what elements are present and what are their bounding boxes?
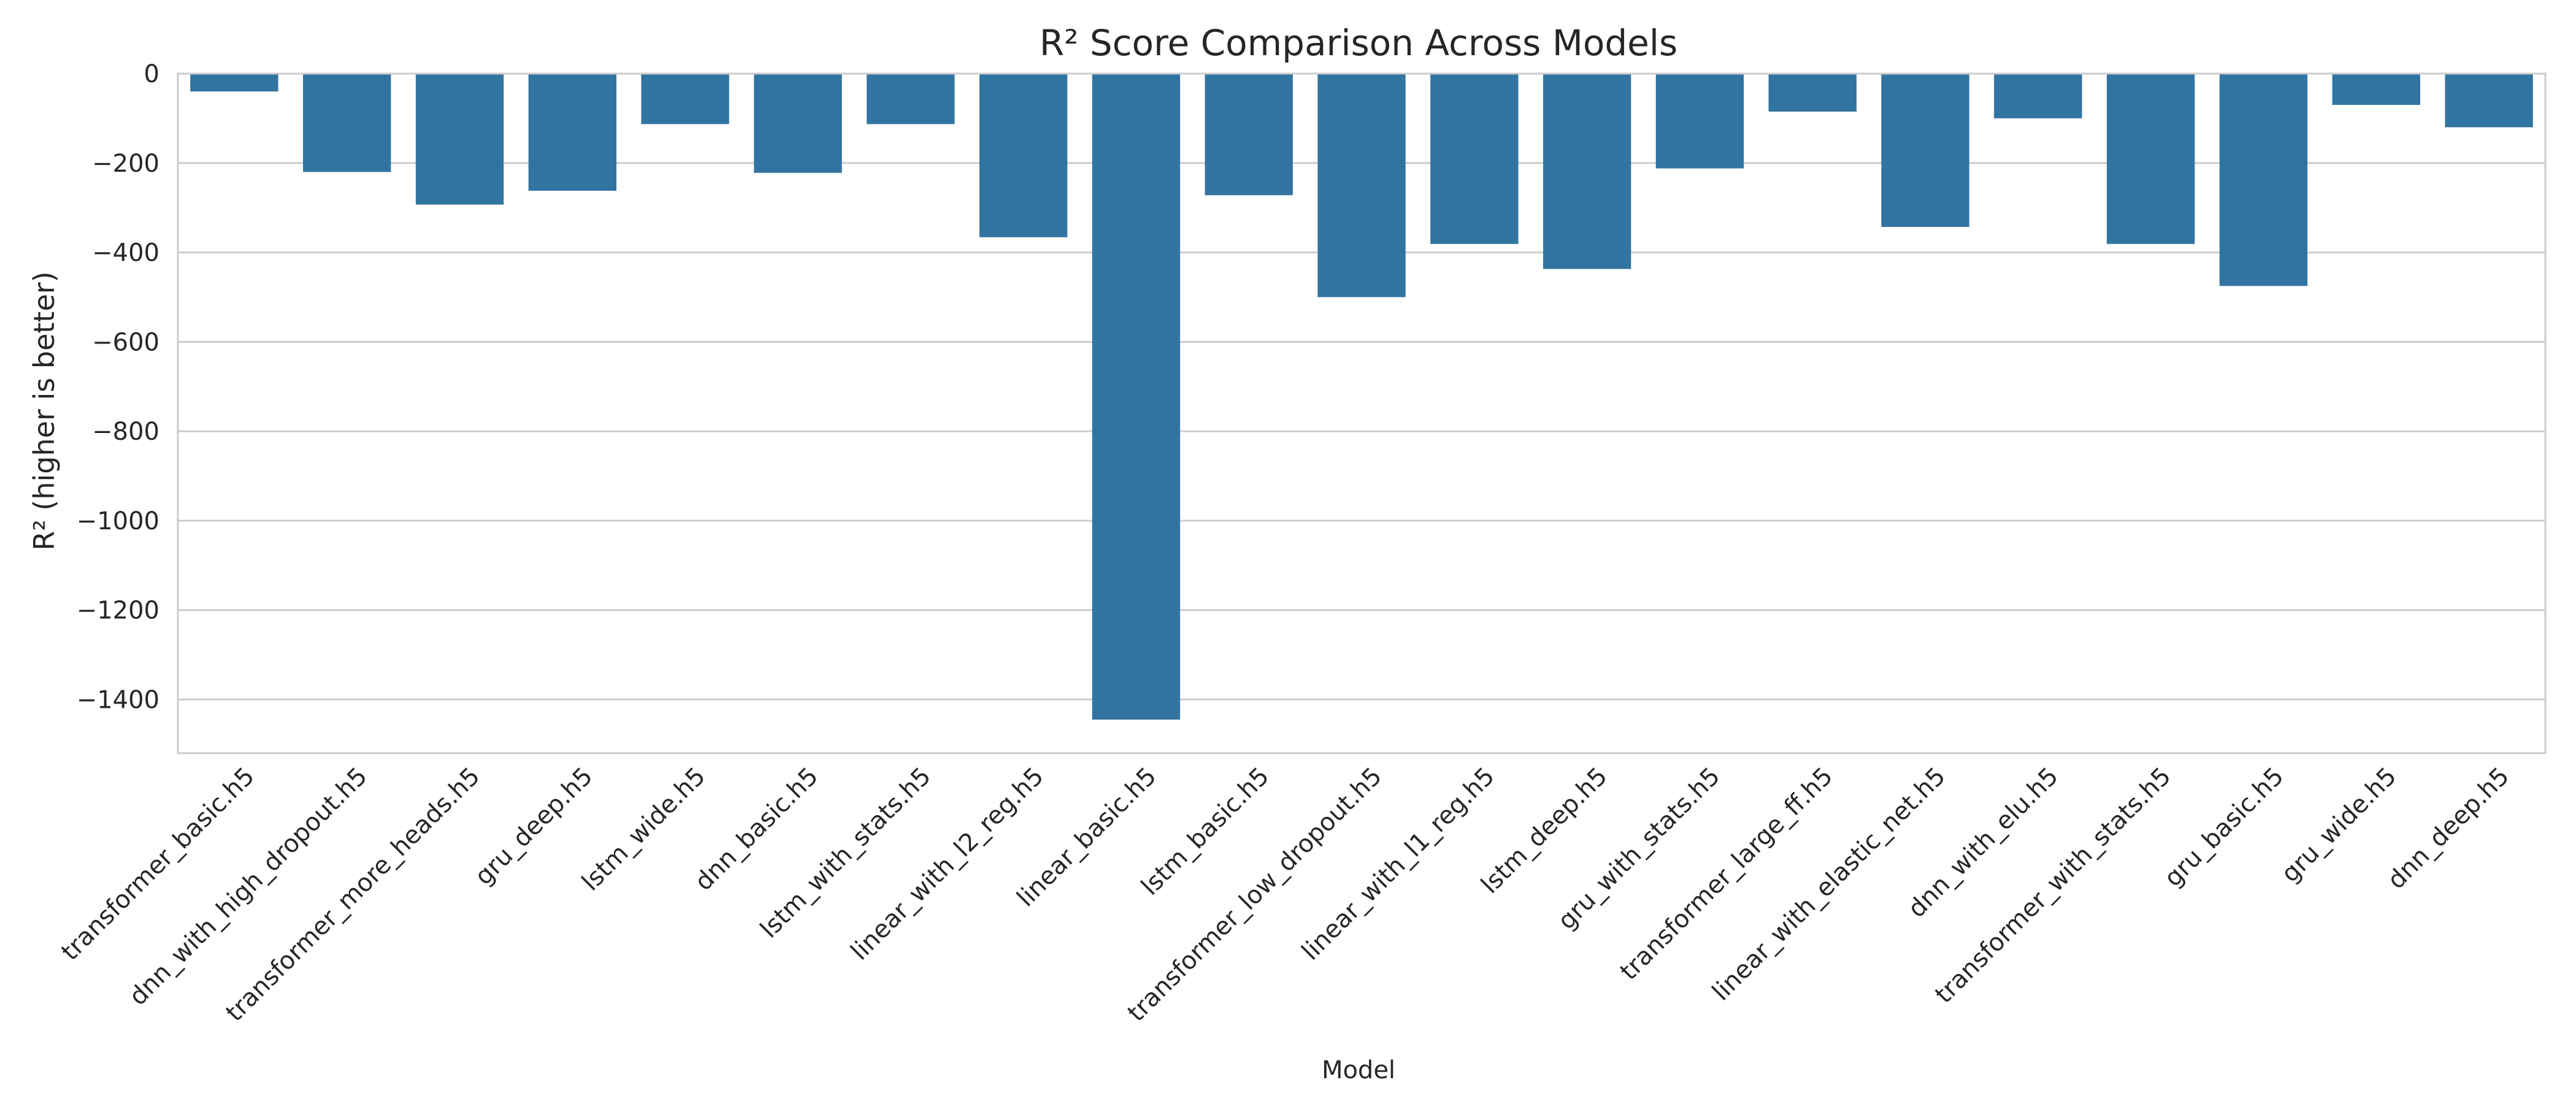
- bar-transformer-more-heads: [415, 74, 504, 205]
- bar-dnn-deep: [2445, 74, 2533, 128]
- bar-dnn-with-elu: [1994, 74, 2082, 118]
- bar-lstm-deep: [1543, 74, 1631, 269]
- y-tick-label: −1400: [77, 686, 159, 715]
- chart-title: R² Score Comparison Across Models: [1040, 22, 1677, 64]
- y-tick-label: −400: [92, 239, 159, 267]
- bar-linear-with-l2-reg: [979, 74, 1068, 237]
- bar-linear-basic: [1092, 74, 1181, 720]
- bars: [190, 74, 2533, 720]
- bar-linear-with-l1-reg: [1430, 74, 1519, 244]
- bar-gru-deep: [528, 74, 617, 191]
- bar-lstm-basic: [1205, 74, 1293, 196]
- y-axis-label: R² (higher is better): [28, 271, 61, 550]
- x-axis-label: Model: [1322, 1056, 1395, 1084]
- y-tick-label: −600: [92, 328, 159, 356]
- y-tick-label: 0: [144, 60, 159, 88]
- bar-lstm-with-stats: [867, 74, 955, 125]
- bar-transformer-with-stats: [2106, 74, 2195, 244]
- bar-lstm-wide: [641, 74, 729, 125]
- y-tick-label: −200: [92, 150, 159, 178]
- y-tick-label: −1200: [77, 597, 159, 625]
- bar-transformer-low-dropout: [1317, 74, 1406, 297]
- bar-linear-with-elastic-net: [1881, 74, 1969, 228]
- y-tick-labels: 0 −200 −400 −600 −800 −1000 −1200 −1400: [77, 60, 159, 715]
- bar-dnn-with-high-dropout: [303, 74, 391, 172]
- y-tick-label: −800: [92, 418, 159, 446]
- y-tick-label: −1000: [77, 507, 159, 535]
- bar-dnn-basic: [754, 74, 842, 173]
- bar-gru-basic: [2219, 74, 2308, 286]
- bar-transformer-basic: [190, 74, 278, 92]
- bar-gru-with-stats: [1655, 74, 1744, 169]
- plot-area-frame: [177, 72, 2547, 754]
- bar-gru-wide: [2332, 74, 2420, 105]
- bar-transformer-large-ff: [1768, 74, 1857, 112]
